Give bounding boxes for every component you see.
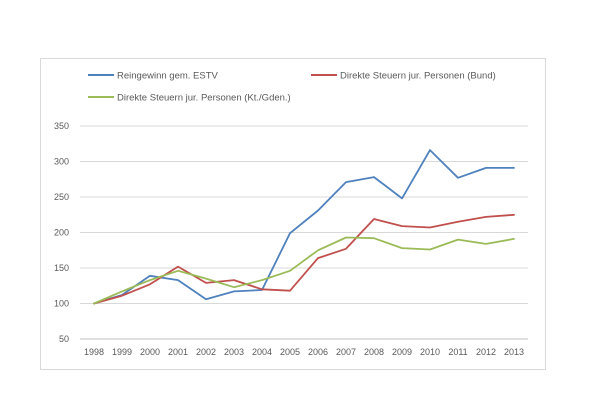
series-line-2 [93, 213, 515, 305]
x-tick-label: 2006 [308, 347, 328, 357]
y-tick-label: 200 [54, 228, 69, 238]
chart-frame [40, 58, 546, 370]
series-line-1 [93, 149, 515, 305]
legend: Reingewinn gem. ESTV Direkte Steuern jur.… [88, 71, 496, 104]
y-tick-label: 100 [54, 299, 69, 309]
x-axis-ticks: 1998 1999 2000 2001 2002 2003 2004 2005 2006 2007… [84, 347, 524, 357]
x-tick-label: 2003 [224, 347, 244, 357]
y-tick-label: 300 [54, 157, 69, 167]
x-tick-label: 2012 [476, 347, 496, 357]
y-axis-ticks: 50 100 150 200 250 300 350 [54, 121, 69, 344]
x-tick-label: 2002 [196, 347, 216, 357]
gridlines [80, 125, 528, 304]
x-tick-label: 1998 [84, 347, 104, 357]
y-tick-label: 350 [54, 121, 69, 131]
legend-label: Direkte Steuern jur. Personen (Bund) [340, 71, 496, 82]
series-lines [93, 149, 515, 305]
legend-label: Direkte Steuern jur. Personen (Kt./Gden.… [117, 93, 291, 104]
x-tick-label: 2013 [504, 347, 524, 357]
x-tick-label: 2009 [392, 347, 412, 357]
x-tick-label: 2005 [280, 347, 300, 357]
series-line-3 [93, 236, 515, 305]
x-tick-label: 2004 [252, 347, 272, 357]
x-tick-label: 1999 [112, 347, 132, 357]
x-tick-label: 2008 [364, 347, 384, 357]
y-tick-label: 250 [54, 192, 69, 202]
x-tick-label: 2007 [336, 347, 356, 357]
x-tick-label: 2011 [448, 347, 467, 357]
x-tick-label: 2000 [140, 347, 160, 357]
x-tick-label: 2001 [168, 347, 188, 357]
y-tick-label: 50 [59, 334, 69, 344]
x-tick-label: 2010 [420, 347, 440, 357]
legend-label: Reingewinn gem. ESTV [117, 71, 219, 82]
y-tick-label: 150 [54, 263, 69, 273]
